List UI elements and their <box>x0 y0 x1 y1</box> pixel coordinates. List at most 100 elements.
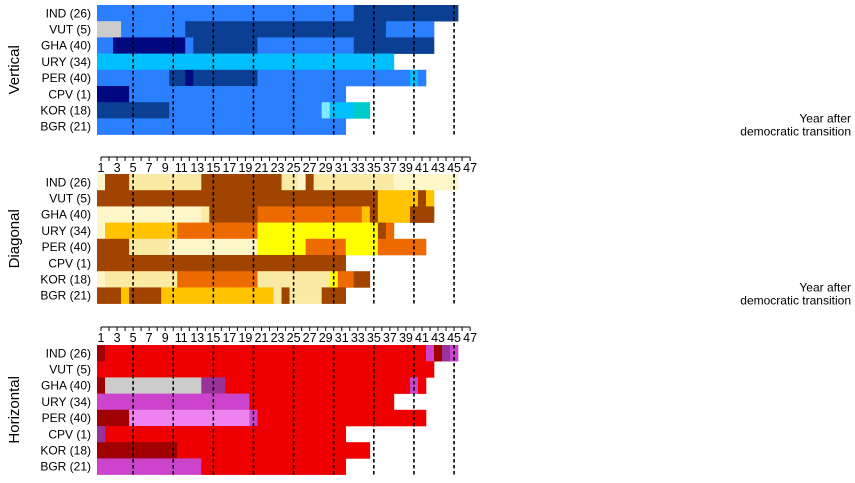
x-tick-label: 25 <box>287 161 301 175</box>
heatmap-cell <box>97 86 130 103</box>
heatmap-cell <box>353 5 459 22</box>
heatmap-cell <box>434 345 443 362</box>
country-label: CPV (1) <box>48 87 91 101</box>
x-tick-label: 27 <box>303 331 317 345</box>
heatmap-cell <box>425 345 435 362</box>
x-tick-label: 43 <box>431 161 445 175</box>
country-label: KOR (18) <box>40 444 91 458</box>
heatmap-cell <box>185 37 194 54</box>
heatmap-cell <box>321 102 330 119</box>
heatmap-cell <box>417 377 427 394</box>
heatmap-cell <box>417 190 427 207</box>
heatmap-cell <box>417 69 427 87</box>
heatmap-cell <box>249 393 395 411</box>
x-tick-label: 35 <box>367 331 381 345</box>
heatmap-cell <box>169 69 186 87</box>
panel-title: Horizontal <box>6 376 23 444</box>
x-tick-label: 25 <box>287 331 301 345</box>
country-label: KOR (18) <box>40 104 91 118</box>
heatmap-cell <box>97 5 355 22</box>
country-label: CPV (1) <box>48 427 91 441</box>
x-tick-label: 33 <box>351 161 365 175</box>
x-tick-label: 5 <box>130 331 137 345</box>
heatmap-cell <box>201 377 226 394</box>
country-label: VUT (5) <box>49 192 91 206</box>
heatmap-cell <box>257 37 355 54</box>
heatmap-cell <box>97 442 178 459</box>
x-tick-label: 35 <box>367 161 381 175</box>
x-tick-label: 1 <box>98 161 105 175</box>
x-tick-label: 13 <box>190 161 204 175</box>
x-tick-label: 41 <box>415 331 429 345</box>
country-label: PER (40) <box>42 411 91 425</box>
x-tick-label: 9 <box>162 161 169 175</box>
x-tick-label: 29 <box>319 161 333 175</box>
heatmap-cell <box>257 222 379 240</box>
heatmap-cell <box>105 174 130 191</box>
heatmap-cell <box>353 37 435 54</box>
heatmap-cell <box>185 21 387 38</box>
heatmap-cell <box>105 345 427 362</box>
heatmap-cell <box>97 345 106 362</box>
heatmap-cell <box>281 174 298 191</box>
x-tick-label: 31 <box>335 161 349 175</box>
x-tick-label: 47 <box>463 331 477 345</box>
x-tick-label: 17 <box>222 161 236 175</box>
country-label: BGR (21) <box>40 460 91 474</box>
heatmap-cell <box>393 174 459 191</box>
heatmap-cell <box>257 409 427 427</box>
heatmap-cell <box>105 426 347 443</box>
heatmap-cell <box>97 174 106 191</box>
x-tick-label: 21 <box>255 161 269 175</box>
x-tick-label: 13 <box>190 331 204 345</box>
axis-annotation-line1: Year after <box>799 112 851 126</box>
country-label: BGR (21) <box>40 289 91 303</box>
heatmap-cell <box>313 174 395 191</box>
heatmap-cell <box>353 102 371 119</box>
heatmap-cell <box>377 238 427 256</box>
x-tick-label: 31 <box>335 331 349 345</box>
heatmap-cell <box>273 287 282 304</box>
heatmap-cell <box>442 345 451 362</box>
heatmap-cell <box>377 222 387 240</box>
x-tick-label: 1 <box>98 331 105 345</box>
x-tick-label: 11 <box>175 331 188 345</box>
heatmap-cell <box>177 271 258 288</box>
x-tick-label: 21 <box>255 331 269 345</box>
x-tick-label: 3 <box>114 331 121 345</box>
heatmap-cell <box>369 206 379 223</box>
x-tick-label: 33 <box>351 331 365 345</box>
heatmap-cell <box>225 377 411 394</box>
heatmap-cell <box>97 53 395 71</box>
heatmap-cell <box>385 222 395 240</box>
heatmap-cell <box>209 206 258 223</box>
heatmap-cell <box>97 271 106 288</box>
x-tick-label: 15 <box>206 331 220 345</box>
panel-title: Vertical <box>6 45 23 94</box>
x-tick-label: 47 <box>463 161 477 175</box>
heatmap-cell <box>289 287 322 304</box>
heatmap-cell <box>97 426 106 443</box>
heatmap-cell <box>377 190 419 207</box>
x-tick-label: 45 <box>447 161 461 175</box>
heatmap-cell <box>161 287 274 304</box>
heatmap-cell <box>129 174 202 191</box>
heatmap-cell <box>169 102 322 119</box>
country-label: IND (26) <box>46 6 91 20</box>
country-label: GHA (40) <box>41 208 91 222</box>
heatmap-cell <box>193 69 258 87</box>
country-label: BGR (21) <box>40 120 91 134</box>
x-tick-label: 23 <box>271 161 285 175</box>
country-label: GHA (40) <box>41 39 91 53</box>
heatmap-cell <box>97 287 122 304</box>
x-tick-label: 9 <box>162 331 169 345</box>
country-label: IND (26) <box>46 346 91 360</box>
x-tick-label: 43 <box>431 331 445 345</box>
country-label: URY (34) <box>41 395 91 409</box>
heatmap-cell <box>377 206 411 223</box>
heatmap-cell <box>129 86 347 103</box>
heatmap-cell <box>97 21 122 38</box>
heatmap-cell <box>177 442 371 459</box>
